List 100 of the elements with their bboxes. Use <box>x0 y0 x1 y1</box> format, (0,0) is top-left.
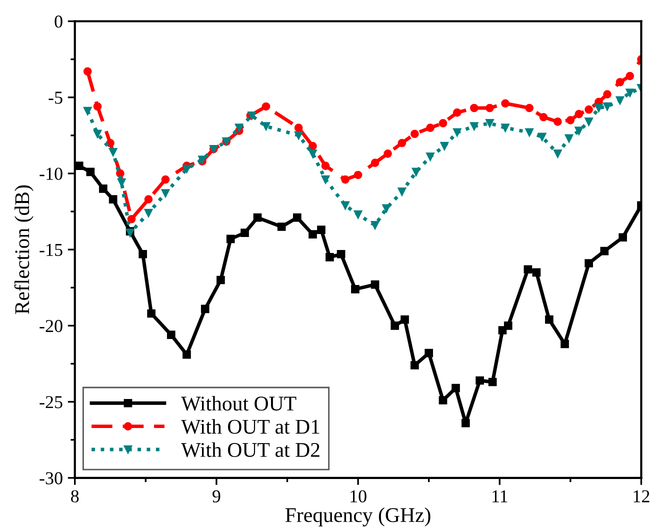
point <box>384 150 392 158</box>
point <box>200 304 210 314</box>
point <box>93 102 102 111</box>
point <box>501 124 510 132</box>
point <box>106 138 114 148</box>
point <box>253 213 262 222</box>
point <box>400 315 409 324</box>
point <box>86 168 95 176</box>
point <box>426 152 434 161</box>
point <box>600 246 609 256</box>
y-tick-label: -10 <box>40 168 62 180</box>
point <box>83 67 92 76</box>
point <box>554 150 562 158</box>
y-tick-label: -5 <box>48 92 62 104</box>
point <box>554 118 562 126</box>
point <box>138 250 147 258</box>
point <box>618 233 627 242</box>
point <box>108 148 118 156</box>
x-tick-label: 9 <box>212 490 220 502</box>
point <box>321 162 330 170</box>
point <box>147 309 156 318</box>
x-tick-label: 8 <box>71 490 79 502</box>
y-axis-title: Reflection (dB) <box>14 185 34 314</box>
point <box>532 268 541 277</box>
point <box>488 378 497 386</box>
point <box>127 214 136 224</box>
point <box>398 188 406 196</box>
point <box>341 201 350 210</box>
y-tick-label: -20 <box>40 320 62 332</box>
point <box>161 189 170 198</box>
point <box>574 110 584 118</box>
point <box>426 124 434 132</box>
point <box>341 175 350 184</box>
point <box>99 184 108 193</box>
point <box>226 234 235 244</box>
point <box>144 195 153 204</box>
point <box>144 208 153 218</box>
point <box>584 105 594 114</box>
point <box>336 250 346 258</box>
point <box>293 213 302 222</box>
x-tick-label: 11 <box>492 490 508 502</box>
point <box>410 361 419 370</box>
point <box>234 124 244 132</box>
point <box>308 230 317 239</box>
x-tick-label: 10 <box>350 490 366 502</box>
point <box>440 142 449 150</box>
point <box>584 118 594 126</box>
point <box>161 175 170 184</box>
point <box>616 78 624 86</box>
point <box>83 106 92 116</box>
point <box>370 280 380 289</box>
point <box>564 134 574 143</box>
y-tick-label: 0 <box>54 15 62 28</box>
point <box>410 130 419 138</box>
point <box>390 322 400 330</box>
point <box>277 222 286 231</box>
point <box>294 124 303 132</box>
point <box>326 253 334 262</box>
point <box>294 131 303 140</box>
point <box>470 104 478 112</box>
point <box>476 376 484 385</box>
point <box>603 102 612 111</box>
point <box>545 315 554 324</box>
point <box>453 128 462 137</box>
point <box>317 226 326 234</box>
point <box>216 276 225 284</box>
point <box>566 116 575 124</box>
point <box>538 132 546 142</box>
y-tick-label: -25 <box>40 396 62 408</box>
point <box>524 265 532 274</box>
legend-label: Without OUT <box>181 396 296 411</box>
point <box>182 164 191 174</box>
point <box>262 102 270 111</box>
point <box>93 130 102 138</box>
point <box>452 384 460 392</box>
point <box>370 158 380 167</box>
x-axis-title: Frequency (GHz) <box>285 507 430 526</box>
point <box>501 99 510 108</box>
point <box>438 119 448 128</box>
point <box>461 418 470 428</box>
point <box>74 162 84 170</box>
point <box>525 104 534 112</box>
point <box>438 396 448 404</box>
point <box>626 72 634 80</box>
point <box>308 150 317 158</box>
x-tick-label: 12 <box>634 490 650 502</box>
point <box>584 259 594 268</box>
y-tick-label: -15 <box>40 244 62 256</box>
point <box>560 340 569 348</box>
point <box>240 228 249 237</box>
point <box>504 322 512 330</box>
point <box>370 221 380 230</box>
point <box>308 142 317 150</box>
point <box>354 170 362 180</box>
point <box>486 104 494 112</box>
point <box>470 122 478 130</box>
point <box>398 138 406 148</box>
point <box>525 128 534 137</box>
point <box>182 350 191 359</box>
point <box>453 108 462 117</box>
